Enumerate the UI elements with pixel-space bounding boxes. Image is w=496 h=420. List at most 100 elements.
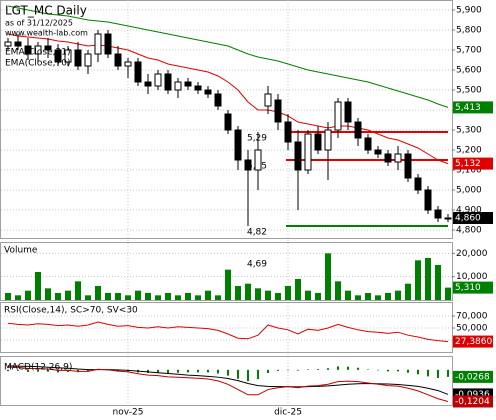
candle-body bbox=[244, 159, 252, 171]
candle-body bbox=[374, 149, 382, 155]
end-label: 4,860 bbox=[455, 214, 481, 224]
macd-line bbox=[8, 366, 449, 402]
candle-body bbox=[54, 49, 62, 63]
macd-panel bbox=[0, 356, 453, 406]
histogram-bar bbox=[337, 366, 339, 370]
histogram-bar bbox=[357, 367, 359, 370]
volume-bar bbox=[445, 287, 451, 300]
candle-body bbox=[314, 133, 322, 151]
end-label: -0,0268 bbox=[455, 372, 490, 382]
candle-body bbox=[164, 73, 172, 91]
source: www.wealth-lab.com bbox=[5, 29, 88, 38]
x-tick-label: nov-25 bbox=[113, 408, 144, 418]
volume-bar bbox=[125, 295, 131, 300]
histogram-bar bbox=[147, 369, 149, 373]
y-tick-label: 4,800 bbox=[456, 226, 482, 236]
volume-bar bbox=[135, 290, 141, 300]
volume-bar bbox=[275, 293, 281, 300]
histogram-bar bbox=[237, 369, 239, 379]
histogram-bar bbox=[27, 369, 29, 372]
candle-body bbox=[334, 101, 342, 131]
candle-body bbox=[4, 41, 12, 47]
histogram-bar bbox=[117, 369, 119, 372]
candle-body bbox=[354, 121, 362, 139]
end-label-box bbox=[453, 395, 493, 408]
candle-body bbox=[274, 99, 282, 123]
volume-bar bbox=[155, 295, 161, 300]
volume-bar bbox=[315, 293, 321, 300]
candle-body bbox=[344, 101, 352, 123]
volume-bar bbox=[435, 265, 441, 300]
candle-body bbox=[404, 153, 412, 179]
volume-bar bbox=[365, 293, 371, 300]
y-tick-label: 70,000 bbox=[456, 312, 488, 322]
volume-bar bbox=[205, 290, 211, 300]
histogram-bar bbox=[397, 369, 399, 372]
y-tick-label: 5,500 bbox=[456, 86, 482, 96]
volume-bar bbox=[345, 290, 351, 300]
volume-bar bbox=[355, 295, 361, 300]
volume-bar bbox=[15, 295, 21, 300]
volume-bar bbox=[195, 295, 201, 300]
end-label: 5,132 bbox=[455, 159, 481, 169]
end-label: -0,0936 bbox=[455, 390, 490, 400]
volume-bar bbox=[295, 279, 301, 300]
level-label: 5,29 bbox=[247, 134, 267, 144]
histogram-bar bbox=[257, 369, 259, 380]
histogram-bar bbox=[37, 369, 39, 372]
histogram-bar bbox=[217, 369, 219, 374]
candle-body bbox=[74, 49, 82, 67]
histogram-bar bbox=[17, 369, 19, 371]
rsi-line bbox=[7, 321, 449, 343]
label-layer: LGT_MC Daily as of 31/12/2025 www.wealth… bbox=[4, 4, 267, 373]
end-label-box bbox=[453, 157, 493, 170]
histogram-bar bbox=[367, 369, 369, 370]
candle-body bbox=[34, 45, 42, 55]
candle-body bbox=[384, 153, 392, 163]
volume-bar bbox=[305, 290, 311, 300]
volume-bar bbox=[325, 253, 331, 300]
histogram-bar bbox=[247, 369, 249, 382]
histogram-bar bbox=[297, 369, 299, 371]
volume-bar bbox=[405, 283, 411, 300]
end-label-box bbox=[453, 335, 493, 348]
y-tick-label: 5,700 bbox=[456, 46, 482, 56]
candle-body bbox=[144, 81, 152, 87]
histogram-bar bbox=[87, 369, 89, 372]
volume-bar bbox=[385, 293, 391, 300]
histogram-bar bbox=[177, 369, 179, 373]
y-tick-label: 5,800 bbox=[456, 26, 482, 36]
candle-body bbox=[444, 217, 452, 220]
candle-body bbox=[414, 177, 422, 191]
volume-bar bbox=[165, 293, 171, 300]
candle-body bbox=[264, 93, 272, 107]
end-label: 27,3860 bbox=[455, 337, 492, 347]
candle-body bbox=[104, 33, 112, 55]
histogram-bar bbox=[67, 369, 69, 372]
histogram-bar bbox=[327, 368, 329, 370]
volume-bar bbox=[85, 295, 91, 300]
end-label: 5,310 bbox=[455, 283, 481, 293]
end-label-box bbox=[453, 101, 493, 114]
volume-bar bbox=[175, 295, 181, 300]
end-label-box bbox=[453, 281, 493, 294]
ema-line bbox=[7, 5, 449, 108]
volume-bar bbox=[5, 293, 11, 300]
histogram-bar bbox=[197, 369, 199, 373]
y-tick-label: 5,600 bbox=[456, 66, 482, 76]
candle-body bbox=[24, 45, 32, 55]
volume-bar bbox=[225, 269, 231, 300]
level-label: 4,82 bbox=[247, 228, 267, 238]
volume-bar bbox=[65, 290, 71, 300]
price-panel bbox=[0, 0, 453, 239]
panel-title: Volume bbox=[4, 246, 38, 256]
y-tick-label: 5,300 bbox=[456, 126, 482, 136]
candle-body bbox=[184, 81, 192, 87]
volume-bar bbox=[425, 258, 431, 300]
histogram-bar bbox=[267, 369, 269, 373]
end-label: 5,413 bbox=[455, 103, 481, 113]
y-tick-label: 5,900 bbox=[456, 6, 482, 16]
legend-entry: EMA(Close,21) bbox=[5, 48, 70, 58]
candle-body bbox=[214, 93, 222, 107]
